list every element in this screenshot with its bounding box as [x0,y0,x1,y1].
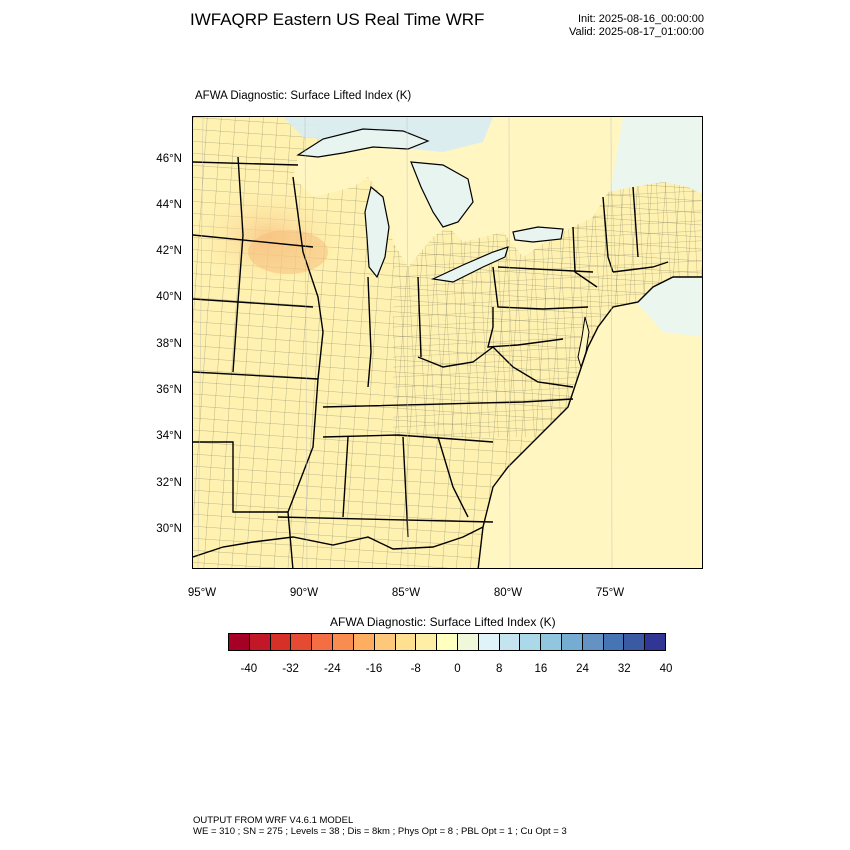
lat-label-44: 44°N [156,199,182,211]
lon-label-95: 95°W [187,587,217,599]
lake-superior [296,128,430,158]
graticule [197,117,613,568]
colorbar-swatch [645,634,666,650]
colorbar-swatch [478,634,500,650]
lat-label-46: 46°N [156,153,182,165]
lon-label-85: 85°W [391,587,421,599]
footer-model-line: OUTPUT FROM WRF V4.6.1 MODEL [193,815,354,826]
lon-label-75: 75°W [595,587,625,599]
footer-config-line: WE = 310 ; SN = 275 ; Levels = 38 ; Dis … [193,826,567,837]
colorbar-swatch [374,634,396,650]
colorbar-swatch [416,634,438,650]
valid-time: Valid: 2025-08-17_01:00:00 [569,26,704,38]
lat-label-36: 36°N [156,384,182,396]
colorbar-swatch [437,634,458,650]
map-canvas [193,117,702,568]
colorbar-tick-label: 40 [659,663,673,675]
colorbar-swatch [541,634,562,650]
model-footer: OUTPUT FROM WRF V4.6.1 MODEL WE = 310 ; … [193,815,567,837]
lake-erie [430,246,509,283]
colorbar-swatch [499,634,521,650]
map-subtitle: AFWA Diagnostic: Surface Lifted Index (K… [195,90,412,102]
colorbar-swatch [333,634,354,650]
map-panel [192,116,703,569]
colorbar-tick-label: -24 [323,663,341,675]
colorbar-swatch [395,634,417,650]
colorbar-tick-label: 8 [495,663,503,675]
colorbar-swatch [229,634,250,650]
colorbar-swatch [353,634,375,650]
init-time: Init: 2025-08-16_00:00:00 [578,13,704,25]
colorbar-swatch [291,634,313,650]
colorbar-swatch [562,634,583,650]
colorbar-tick-label: 24 [576,663,589,675]
lake-michigan [364,185,390,279]
lat-label-42: 42°N [156,245,182,257]
colorbar-swatch [624,634,646,650]
lat-label-38: 38°N [156,338,182,350]
colorbar-tick-label: -32 [282,663,299,675]
run-times: Init: 2025-08-16_00:00:00 Valid: 2025-08… [569,13,704,39]
colorbar-swatch [603,634,625,650]
colorbar-tick-label: -16 [365,663,383,675]
lake-ontario [512,226,564,243]
lat-label-30: 30°N [156,523,182,535]
colorbar-tick-label: -8 [410,663,421,675]
main-title: IWFAQRP Eastern US Real Time WRF [190,10,485,29]
coastline [193,276,702,568]
colorbar-tick-label: -40 [240,663,258,675]
colorbar-tick-label: 32 [617,663,631,675]
lon-label-80: 80°W [493,587,523,599]
negative-index-zone-core [248,230,328,274]
colorbar-tick-label: 16 [534,663,548,675]
colorbar-swatch [520,634,542,650]
lake-huron [410,161,474,228]
colorbar-swatch [270,634,292,650]
colorbar-swatch [312,634,334,650]
lat-label-34: 34°N [156,430,182,442]
lon-label-90: 90°W [289,587,319,599]
colorbar-swatch [457,634,479,650]
colorbar-swatch [249,634,271,650]
lat-label-32: 32°N [156,477,182,489]
colorbar-tick-label: 0 [454,663,461,675]
colorbar-title: AFWA Diagnostic: Surface Lifted Index (K… [330,615,556,629]
lat-label-40: 40°N [156,291,182,303]
state-boundaries [193,156,669,568]
colorbar-swatch [582,634,604,650]
colorbar [228,633,666,651]
